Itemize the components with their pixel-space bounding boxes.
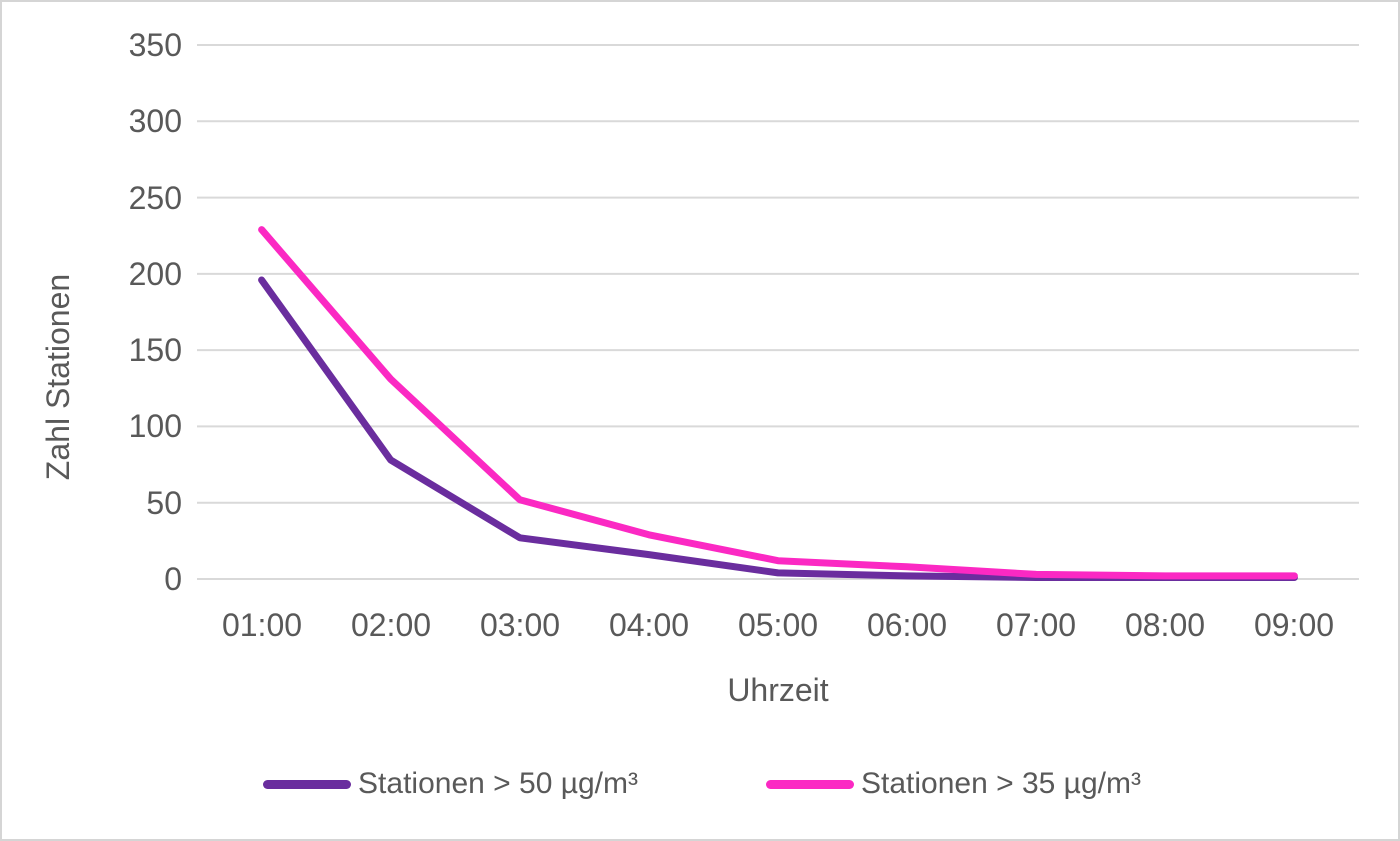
x-tick-label: 01:00	[221, 607, 303, 643]
x-axis-title: Uhrzeit	[727, 672, 829, 708]
y-tick-label: 150	[128, 332, 182, 368]
legend-label: Stationen > 35 µg/m³	[861, 767, 1141, 800]
legend-label: Stationen > 50 µg/m³	[358, 767, 638, 800]
x-tick-label: 02:00	[350, 607, 432, 643]
x-tick-label: 03:00	[479, 607, 561, 643]
series-line-0	[258, 276, 1298, 581]
chart-legend: Stationen > 50 µg/m³ Stationen > 35 µg/m…	[2, 764, 1398, 804]
x-tick-label: 05:00	[737, 607, 819, 643]
y-tick-label: 350	[128, 27, 182, 63]
legend-swatch-purple	[263, 779, 352, 789]
legend-item-stationen-50: Stationen > 50 µg/m³	[263, 767, 638, 801]
y-tick-label: 0	[164, 561, 182, 597]
legend-swatch-pink	[766, 779, 854, 789]
y-tick-label: 50	[146, 485, 182, 521]
y-tick-label: 200	[128, 256, 182, 292]
y-tick-label: 100	[128, 408, 182, 444]
legend-item-stationen-35: Stationen > 35 µg/m³	[766, 767, 1141, 801]
x-tick-label: 06:00	[866, 607, 948, 643]
x-tick-label: 09:00	[1253, 607, 1335, 643]
x-tick-label: 08:00	[1124, 607, 1206, 643]
x-tick-label: 07:00	[995, 607, 1077, 643]
series-line-1	[258, 226, 1298, 580]
y-tick-label: 300	[128, 103, 182, 139]
y-axis-title: Zahl Stationen	[40, 273, 76, 481]
x-axis-tick-labels: 01:00 02:00 03:00 04:00 05:00 06:00 07:00 08:00…	[2, 606, 1398, 646]
y-tick-label: 250	[128, 180, 182, 216]
x-tick-label: 04:00	[608, 607, 690, 643]
